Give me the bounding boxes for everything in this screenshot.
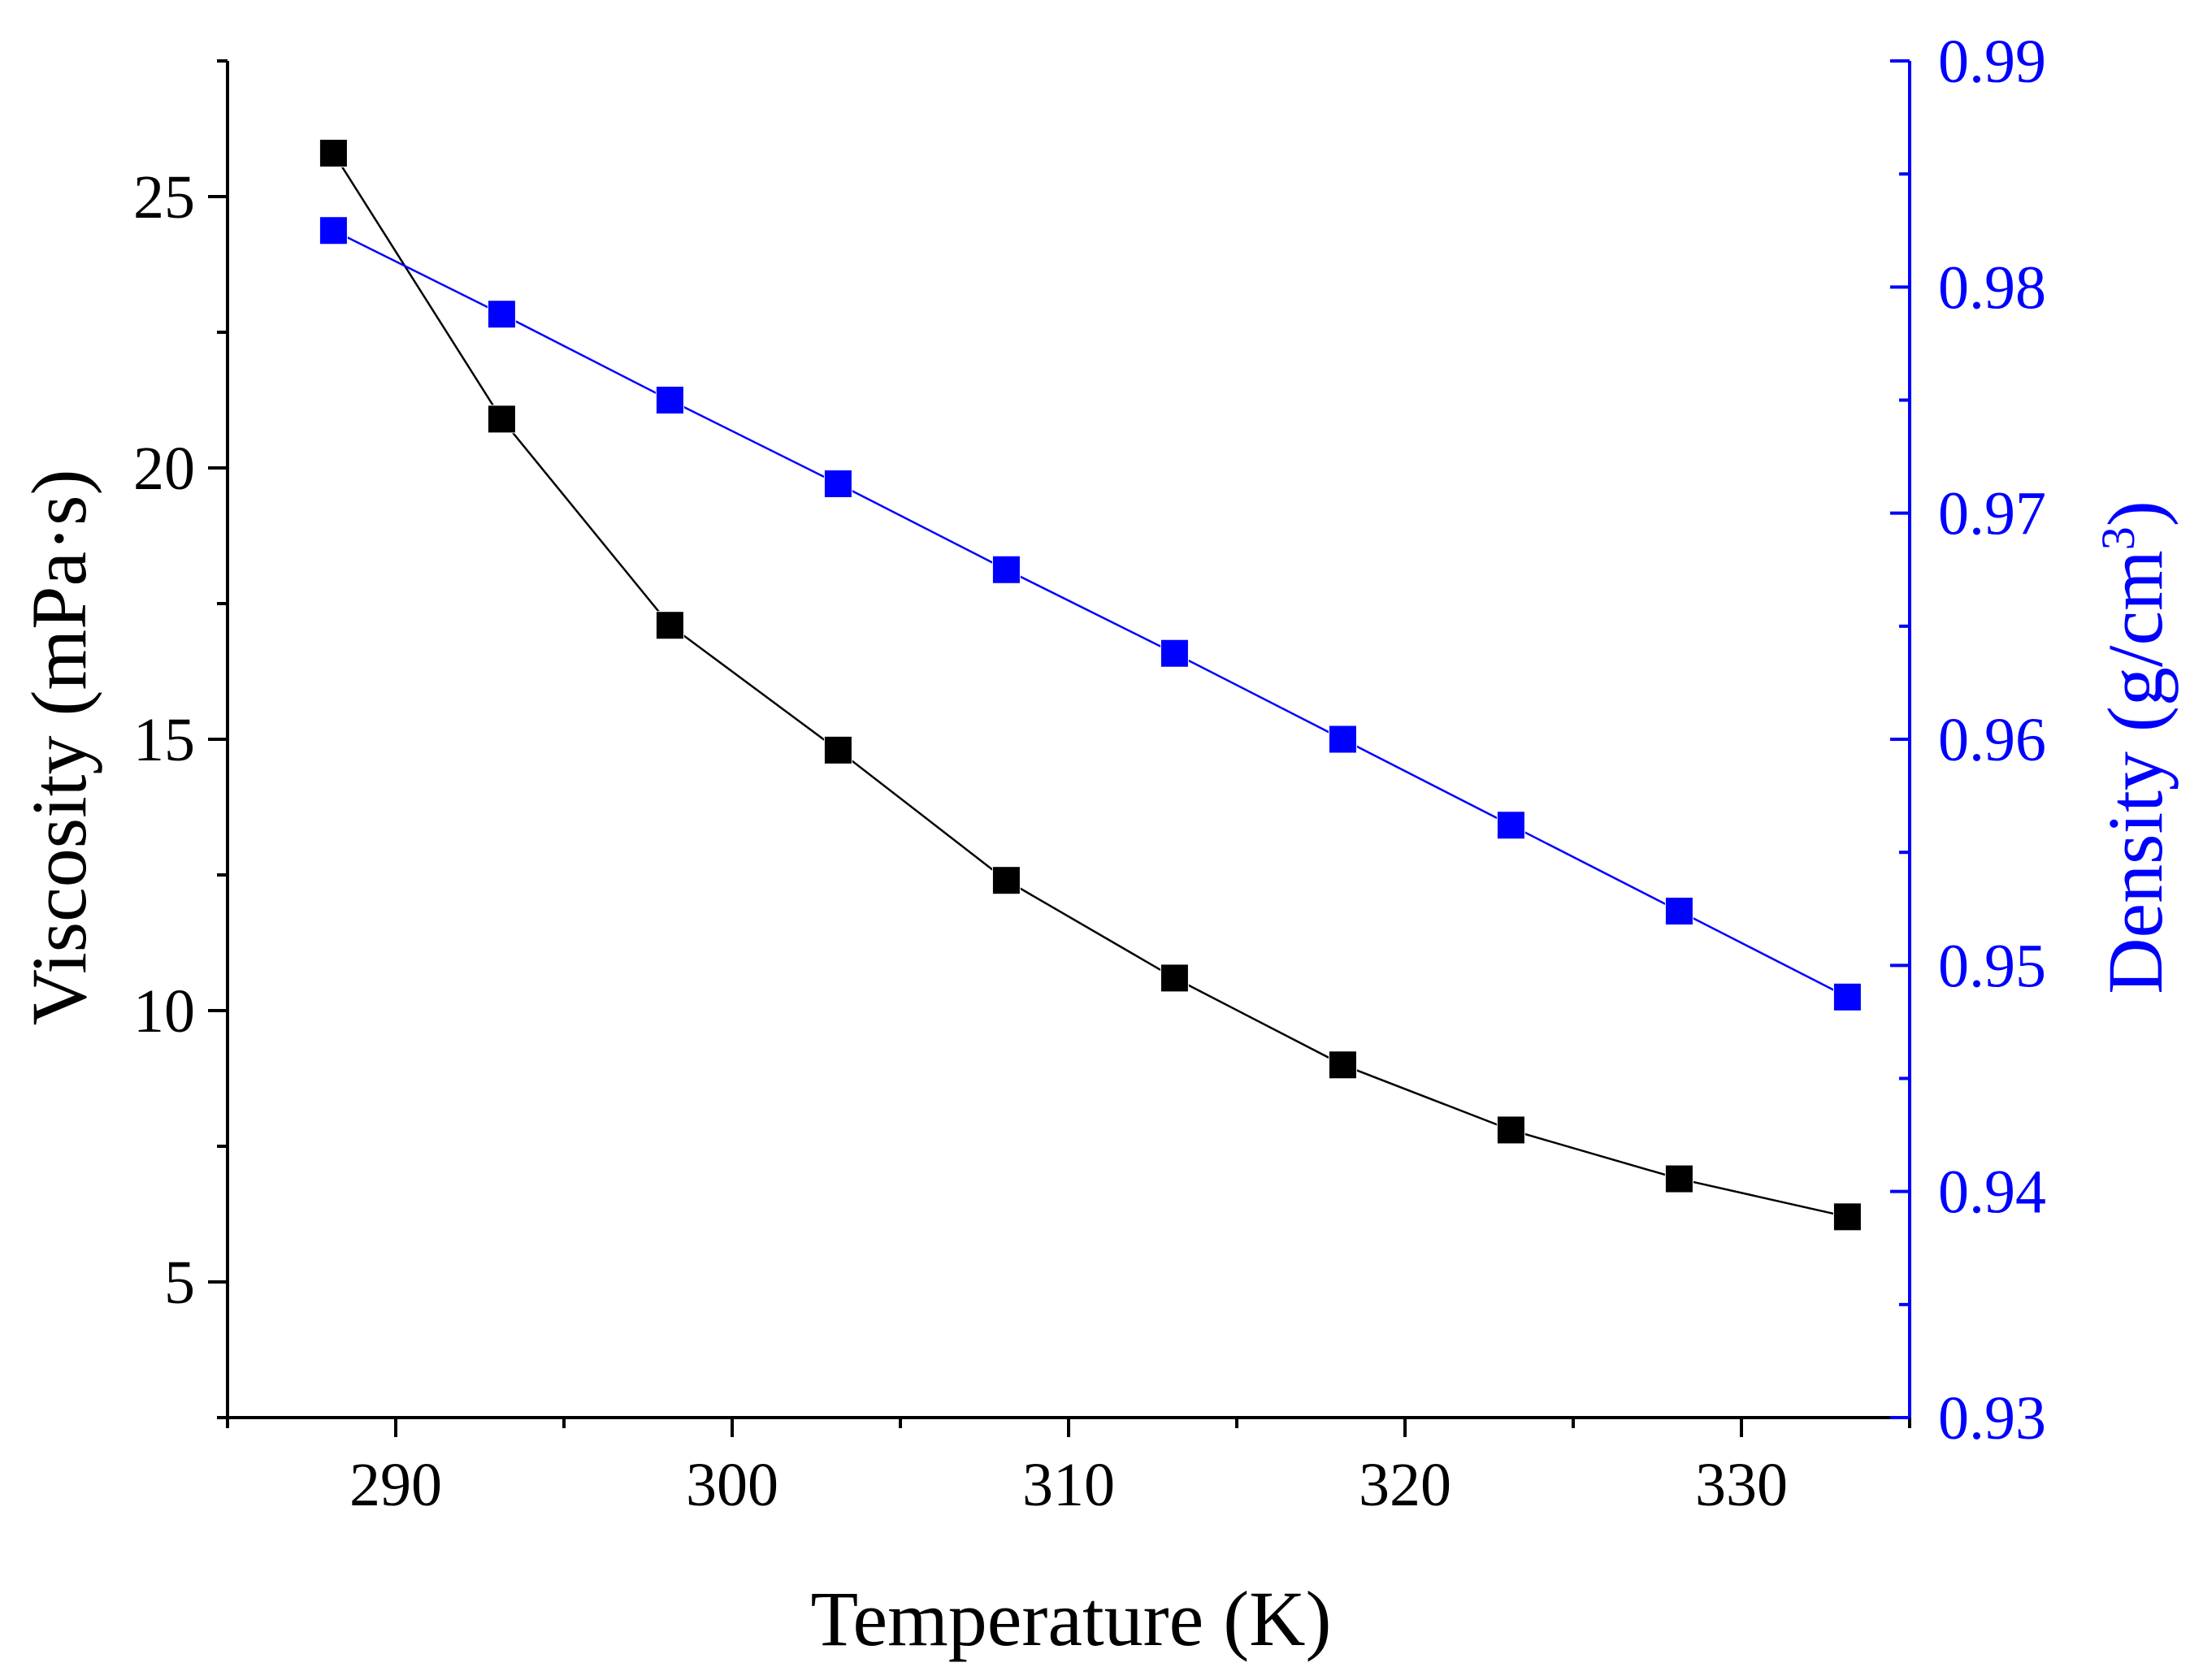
- y2-tick-label: 0.94: [1938, 1158, 2046, 1227]
- viscosity-point: [319, 139, 348, 168]
- y2-tick-label: 0.98: [1938, 253, 2046, 322]
- x-tick-label: 290: [349, 1451, 442, 1519]
- series-markers: [319, 139, 1862, 1232]
- y2-tick-label: 0.95: [1938, 932, 2046, 1000]
- viscosity-point: [1832, 1202, 1862, 1232]
- y2-tick-label: 0.99: [1938, 28, 2046, 96]
- y2-axis-title-close: ): [2092, 500, 2179, 526]
- viscosity-point: [1496, 1115, 1525, 1145]
- density-point: [1496, 811, 1525, 840]
- y2-axis-title-base: Density (g/cm: [2092, 550, 2179, 994]
- viscosity-series-line: [332, 152, 1848, 1219]
- tick-labels: 290 300 310 320 330 5 10 15 20 25 0.93 0.94 0.95 0.96…: [133, 28, 2046, 1519]
- x-tick-label: 330: [1695, 1451, 1788, 1519]
- y-tick-label: 25: [133, 163, 195, 232]
- series-lines: [332, 152, 1848, 1219]
- density-point: [319, 216, 348, 245]
- x-tick-label: 310: [1022, 1451, 1115, 1519]
- viscosity-point: [1160, 963, 1189, 993]
- y-axis-title: Viscosity (mPa·s): [15, 470, 102, 1026]
- y-tick-label: 10: [133, 977, 195, 1046]
- viscosity-point: [1664, 1164, 1693, 1193]
- density-point: [1160, 639, 1189, 668]
- x-axis-title: Temperature (K): [811, 1575, 1332, 1662]
- y2-tick-label: 0.96: [1938, 706, 2046, 774]
- density-point: [1328, 725, 1357, 754]
- density-point: [487, 300, 516, 329]
- viscosity-point: [655, 611, 684, 640]
- y-tick-label: 20: [133, 435, 195, 503]
- axes: [208, 59, 1911, 1437]
- density-point: [1832, 982, 1862, 1011]
- density-point: [655, 386, 684, 414]
- x-tick-label: 320: [1359, 1451, 1451, 1519]
- y-tick-label: 15: [133, 706, 195, 774]
- viscosity-point: [823, 735, 852, 764]
- viscosity-point: [1328, 1050, 1357, 1080]
- y-tick-label: 5: [164, 1249, 195, 1317]
- density-series-line: [332, 229, 1848, 998]
- density-point: [823, 469, 852, 498]
- y2-axis-title: Density (g/cm3): [2092, 500, 2179, 994]
- viscosity-point: [487, 405, 516, 434]
- density-point: [991, 555, 1021, 584]
- y2-axis-title-sup: 3: [2092, 526, 2144, 550]
- y2-tick-label: 0.93: [1938, 1384, 2046, 1453]
- x-tick-label: 300: [686, 1451, 778, 1519]
- viscosity-point: [991, 866, 1021, 895]
- density-point: [1664, 897, 1693, 926]
- y2-tick-label: 0.97: [1938, 480, 2046, 548]
